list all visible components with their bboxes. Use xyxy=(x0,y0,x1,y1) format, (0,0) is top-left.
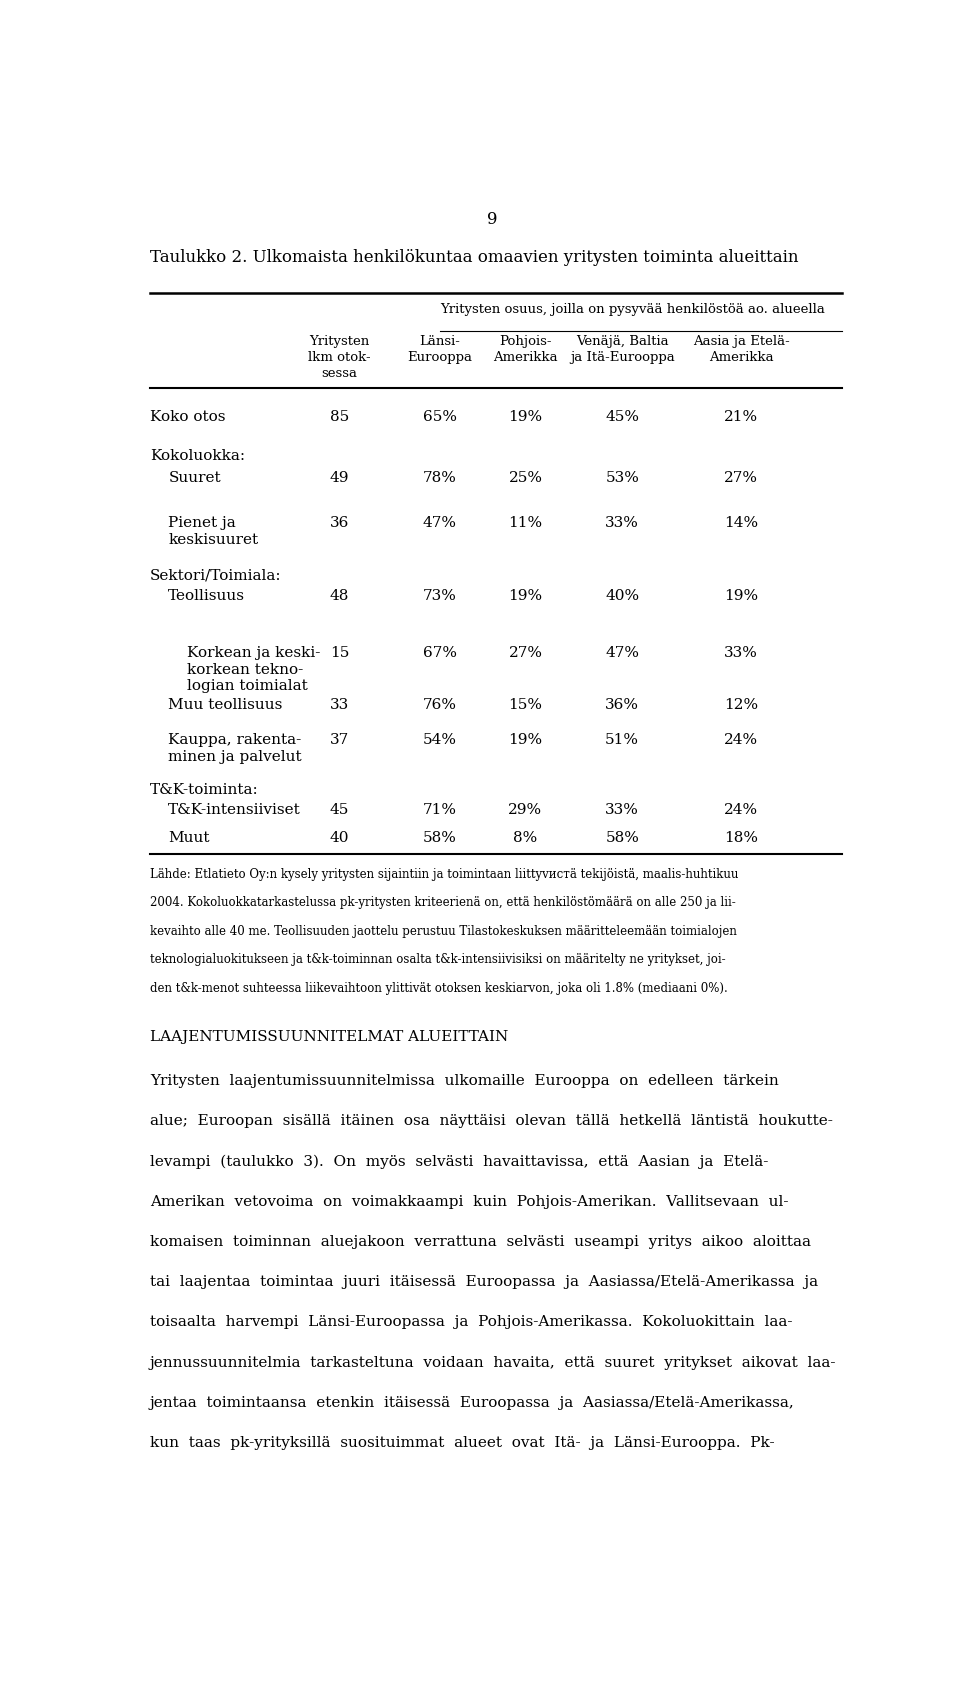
Text: 15: 15 xyxy=(330,645,349,661)
Text: 36%: 36% xyxy=(605,698,639,711)
Text: Muut: Muut xyxy=(168,831,210,846)
Text: T&K-intensiiviset: T&K-intensiiviset xyxy=(168,804,301,817)
Text: jentaa  toimintaansa  etenkin  itäisessä  Euroopassa  ja  Aasiassa/Etelä-Amerika: jentaa toimintaansa etenkin itäisessä Eu… xyxy=(150,1395,795,1410)
Text: 25%: 25% xyxy=(509,470,542,485)
Text: Kokoluokka:: Kokoluokka: xyxy=(150,448,245,463)
Text: den t&k-menot suhteessa liikevaihtoon ylittivät otoksen keskiarvon, joka oli 1.8: den t&k-menot suhteessa liikevaihtoon yl… xyxy=(150,982,728,994)
Text: LAAJENTUMISSUUNNITELMAT ALUEITTAIN: LAAJENTUMISSUUNNITELMAT ALUEITTAIN xyxy=(150,1030,508,1045)
Text: kun  taas  pk-yrityksillä  suosituimmat  alueet  ovat  Itä-  ja  Länsi-Eurooppa.: kun taas pk-yrityksillä suosituimmat alu… xyxy=(150,1436,775,1451)
Text: Muu teollisuus: Muu teollisuus xyxy=(168,698,283,711)
Text: 2004. Kokoluokkatarkastelussa pk-yritysten kriteerienä on, että henkilöstömäärä : 2004. Kokoluokkatarkastelussa pk-yrityst… xyxy=(150,896,735,910)
Text: Yritysten osuus, joilla on pysyvää henkilöstöä ao. alueella: Yritysten osuus, joilla on pysyvää henki… xyxy=(440,303,825,317)
Text: T&K-toiminta:: T&K-toiminta: xyxy=(150,784,258,797)
Text: Kauppa, rakenta-
minen ja palvelut: Kauppa, rakenta- minen ja palvelut xyxy=(168,733,302,763)
Text: 65%: 65% xyxy=(423,409,457,425)
Text: Amerikan  vetovoima  on  voimakkaampi  kuin  Pohjois-Amerikan.  Vallitsevaan  ul: Amerikan vetovoima on voimakkaampi kuin … xyxy=(150,1195,788,1208)
Text: 40: 40 xyxy=(329,831,349,846)
Text: komaisen  toiminnan  aluejakoon  verrattuna  selvästi  useampi  yritys  aikoo  a: komaisen toiminnan aluejakoon verrattuna… xyxy=(150,1235,811,1249)
Text: 9: 9 xyxy=(487,211,497,227)
Text: 24%: 24% xyxy=(724,804,758,817)
Text: 19%: 19% xyxy=(509,733,542,746)
Text: 24%: 24% xyxy=(724,733,758,746)
Text: 73%: 73% xyxy=(423,588,457,603)
Text: Koko otos: Koko otos xyxy=(150,409,226,425)
Text: Yritysten
lkm otok-
sessa: Yritysten lkm otok- sessa xyxy=(308,335,371,379)
Text: toisaalta  harvempi  Länsi-Euroopassa  ja  Pohjois-Amerikassa.  Kokoluokittain  : toisaalta harvempi Länsi-Euroopassa ja P… xyxy=(150,1316,792,1329)
Text: 58%: 58% xyxy=(605,831,639,846)
Text: teknologialuokitukseen ja t&k-toiminnan osalta t&k-intensiivisiksi on määritelty: teknologialuokitukseen ja t&k-toiminnan … xyxy=(150,954,726,967)
Text: 27%: 27% xyxy=(724,470,758,485)
Text: alue;  Euroopan  sisällä  itäinen  osa  näyttäisi  olevan  tällä  hetkellä  länt: alue; Euroopan sisällä itäinen osa näytt… xyxy=(150,1114,832,1129)
Text: 11%: 11% xyxy=(509,516,542,531)
Text: Venäjä, Baltia
ja Itä-Eurooppa: Venäjä, Baltia ja Itä-Eurooppa xyxy=(570,335,675,364)
Text: kevaihto alle 40 me. Teollisuuden jaottelu perustuu Tilastokeskuksen määrittelee: kevaihto alle 40 me. Teollisuuden jaotte… xyxy=(150,925,736,939)
Text: 47%: 47% xyxy=(605,645,639,661)
Text: 29%: 29% xyxy=(509,804,542,817)
Text: 21%: 21% xyxy=(724,409,758,425)
Text: Teollisuus: Teollisuus xyxy=(168,588,246,603)
Text: 54%: 54% xyxy=(423,733,457,746)
Text: 12%: 12% xyxy=(724,698,758,711)
Text: Lähde: Etlatieto Oy:n kysely yritysten sijaintiin ja toimintaan liittyvистä teki: Lähde: Etlatieto Oy:n kysely yritysten s… xyxy=(150,868,738,881)
Text: Aasia ja Etelä-
Amerikka: Aasia ja Etelä- Amerikka xyxy=(693,335,790,364)
Text: 33%: 33% xyxy=(605,804,639,817)
Text: 14%: 14% xyxy=(724,516,758,531)
Text: Suuret: Suuret xyxy=(168,470,221,485)
Text: 33%: 33% xyxy=(724,645,758,661)
Text: 58%: 58% xyxy=(423,831,457,846)
Text: 85: 85 xyxy=(330,409,349,425)
Text: 18%: 18% xyxy=(724,831,758,846)
Text: Taulukko 2. Ulkomaista henkilökuntaa omaavien yritysten toiminta alueittain: Taulukko 2. Ulkomaista henkilökuntaa oma… xyxy=(150,249,799,266)
Text: 8%: 8% xyxy=(514,831,538,846)
Text: 78%: 78% xyxy=(423,470,457,485)
Text: Sektori/Toimiala:: Sektori/Toimiala: xyxy=(150,568,281,581)
Text: 33%: 33% xyxy=(605,516,639,531)
Text: 53%: 53% xyxy=(605,470,639,485)
Text: 36: 36 xyxy=(330,516,349,531)
Text: 33: 33 xyxy=(330,698,349,711)
Text: Länsi-
Eurooppa: Länsi- Eurooppa xyxy=(407,335,472,364)
Text: Yritysten  laajentumissuunnitelmissa  ulkomaille  Eurooppa  on  edelleen  tärkei: Yritysten laajentumissuunnitelmissa ulko… xyxy=(150,1073,779,1089)
Text: 19%: 19% xyxy=(509,409,542,425)
Text: 15%: 15% xyxy=(509,698,542,711)
Text: 19%: 19% xyxy=(509,588,542,603)
Text: 71%: 71% xyxy=(423,804,457,817)
Text: jennussuunnitelmia  tarkasteltuna  voidaan  havaita,  että  suuret  yritykset  a: jennussuunnitelmia tarkasteltuna voidaan… xyxy=(150,1356,836,1370)
Text: 27%: 27% xyxy=(509,645,542,661)
Text: levampi  (taulukko  3).  On  myös  selvästi  havaittavissa,  että  Aasian  ja  E: levampi (taulukko 3). On myös selvästi h… xyxy=(150,1154,768,1169)
Text: 47%: 47% xyxy=(423,516,457,531)
Text: tai  laajentaa  toimintaa  juuri  itäisessä  Euroopassa  ja  Aasiassa/Etelä-Amer: tai laajentaa toimintaa juuri itäisessä … xyxy=(150,1276,818,1289)
Text: 45%: 45% xyxy=(605,409,639,425)
Text: 45: 45 xyxy=(330,804,349,817)
Text: 40%: 40% xyxy=(605,588,639,603)
Text: Pienet ja
keskisuuret: Pienet ja keskisuuret xyxy=(168,516,258,548)
Text: 67%: 67% xyxy=(423,645,457,661)
Text: 51%: 51% xyxy=(605,733,639,746)
Text: 48: 48 xyxy=(330,588,349,603)
Text: 76%: 76% xyxy=(423,698,457,711)
Text: Pohjois-
Amerikka: Pohjois- Amerikka xyxy=(493,335,558,364)
Text: 37: 37 xyxy=(330,733,349,746)
Text: 19%: 19% xyxy=(724,588,758,603)
Text: 49: 49 xyxy=(329,470,349,485)
Text: Korkean ja keski-
korkean tekno-
logian toimialat: Korkean ja keski- korkean tekno- logian … xyxy=(187,645,321,694)
